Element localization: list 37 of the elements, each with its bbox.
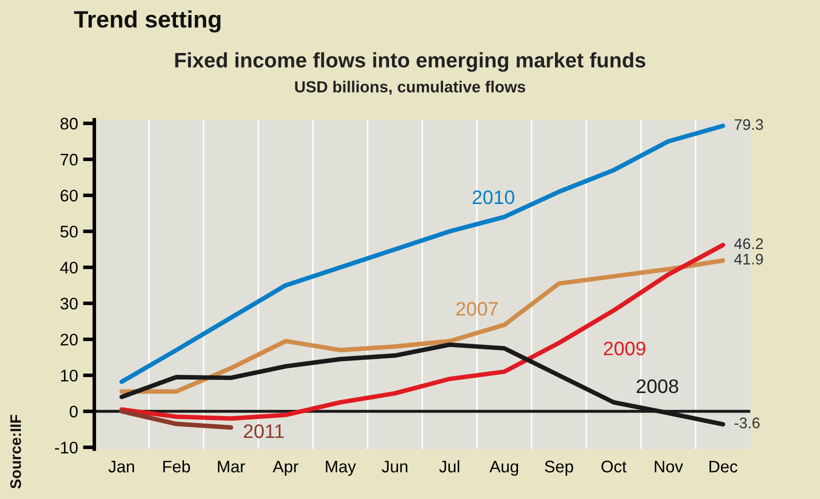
x-tick-label: Jul [439,460,460,472]
x-tick-label: Mar [218,460,246,472]
y-tick-label: 10 [61,370,78,382]
y-tick-label: 70 [60,154,78,166]
data-label: 79.3 [734,119,763,130]
x-tick-label: Jan [108,460,134,472]
x-tick-label: May [326,460,356,476]
series-label: 2007 [456,302,498,316]
y-tick-label: 0 [70,406,78,418]
source-note: Source:IIF [10,414,22,489]
chart-subtitle: USD billions, cumulative flows [295,80,526,95]
y-tick-label: 60 [60,190,78,202]
line-series [119,242,726,421]
x-tick-label: Aug [490,460,518,476]
x-tick-label: Jun [382,460,408,472]
x-tick-label: Dec [710,460,738,472]
series-label: 2010 [472,190,514,204]
data-label: -3.6 [734,418,760,428]
x-tick-label: Sep [544,460,574,476]
x-tick-label: Nov [654,460,684,472]
y-tick-label: 20 [60,334,78,346]
series-label: 2009 [604,342,646,356]
y-tick-label: 40 [60,262,78,274]
text: Trend setting [74,10,220,32]
y-tick-label: 30 [60,298,78,310]
series-label: 2011 [244,424,284,438]
chart-title: Fixed income flows into emerging market funds [175,52,646,72]
y-tick-label: 50 [60,226,78,238]
line-series [119,258,726,394]
x-tick-label: Feb [163,460,190,472]
series-label: 2008 [636,379,678,394]
x-tick-label: Oct [601,460,626,472]
y-tick-label: -10 [54,442,78,454]
y-tick-label: 80 [60,118,78,130]
data-label: 41.9 [734,254,763,265]
x-tick-label: Apr [272,460,298,476]
data-label: 46.2 [734,238,763,250]
